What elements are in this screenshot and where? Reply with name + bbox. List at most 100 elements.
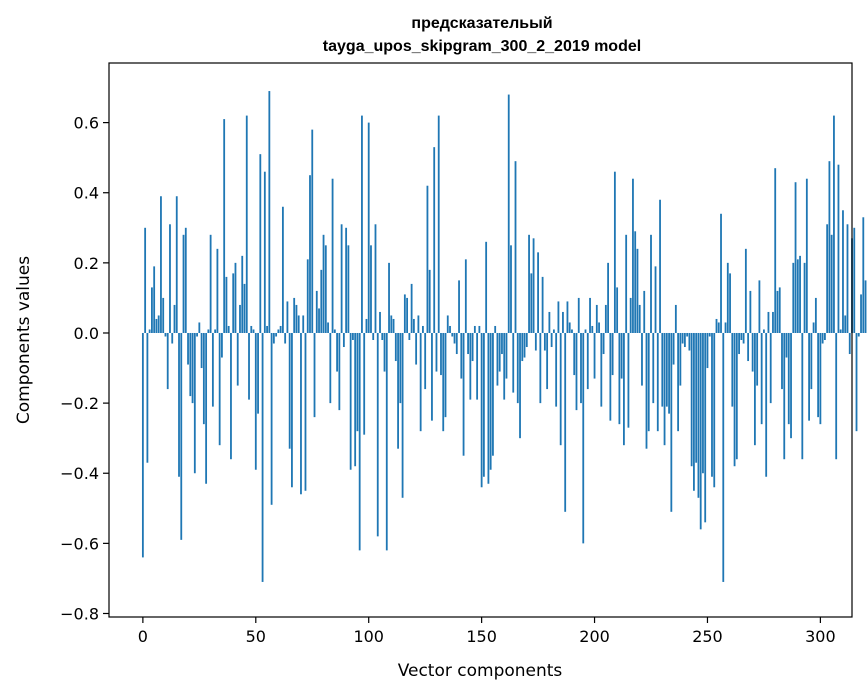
x-tick-label: 300 bbox=[805, 627, 836, 646]
bar bbox=[790, 332, 792, 439]
bar bbox=[440, 332, 442, 376]
bar bbox=[842, 210, 844, 333]
bar bbox=[189, 332, 192, 397]
bar bbox=[471, 332, 474, 362]
bar bbox=[227, 325, 230, 333]
bar bbox=[525, 332, 528, 348]
bar bbox=[620, 332, 623, 379]
bar bbox=[178, 332, 180, 477]
bar bbox=[245, 115, 248, 333]
bar bbox=[345, 227, 348, 333]
bar bbox=[602, 332, 605, 355]
bar bbox=[833, 115, 835, 333]
bar bbox=[146, 332, 149, 463]
bar bbox=[681, 332, 684, 344]
bar bbox=[668, 332, 670, 414]
bar bbox=[647, 332, 650, 432]
bar bbox=[437, 115, 440, 333]
plot-frame bbox=[108, 62, 853, 618]
bar bbox=[340, 224, 343, 333]
bar bbox=[593, 332, 596, 379]
bar bbox=[473, 325, 476, 333]
bar bbox=[175, 196, 178, 333]
bar bbox=[699, 332, 702, 530]
bar bbox=[848, 332, 851, 355]
bar bbox=[580, 332, 582, 404]
bar bbox=[482, 332, 485, 477]
bar bbox=[591, 325, 594, 333]
bar bbox=[688, 332, 691, 351]
x-tick-label: 100 bbox=[353, 627, 384, 646]
y-tick-label: 0.0 bbox=[74, 324, 99, 343]
bar bbox=[501, 332, 503, 355]
bar bbox=[625, 234, 628, 333]
bar bbox=[670, 332, 673, 512]
bar bbox=[584, 329, 587, 333]
bar bbox=[169, 224, 171, 333]
bar bbox=[753, 332, 756, 446]
bar bbox=[385, 332, 388, 551]
bar bbox=[193, 332, 196, 474]
bar bbox=[275, 332, 278, 337]
bar bbox=[528, 234, 530, 333]
bar bbox=[555, 332, 558, 407]
bar bbox=[223, 119, 226, 333]
bar bbox=[629, 297, 632, 333]
bar bbox=[415, 332, 418, 365]
bar bbox=[191, 332, 194, 404]
bar bbox=[234, 262, 237, 333]
bar bbox=[742, 332, 745, 344]
bar bbox=[236, 332, 239, 386]
bar bbox=[735, 332, 738, 460]
bar bbox=[458, 280, 460, 333]
bar bbox=[202, 332, 205, 425]
bar bbox=[507, 94, 510, 333]
bar bbox=[336, 332, 338, 372]
bar bbox=[184, 227, 187, 333]
bar bbox=[469, 332, 472, 400]
bar bbox=[618, 332, 621, 425]
bar bbox=[182, 234, 185, 333]
bar bbox=[209, 234, 212, 333]
bar bbox=[363, 332, 366, 435]
bar bbox=[300, 332, 302, 495]
bar bbox=[453, 332, 456, 344]
bar bbox=[374, 224, 377, 333]
bar bbox=[376, 332, 379, 537]
bar bbox=[521, 332, 524, 362]
bar bbox=[464, 259, 467, 333]
bar bbox=[485, 241, 488, 333]
bar bbox=[187, 332, 189, 365]
bar bbox=[288, 332, 291, 449]
bar bbox=[571, 329, 573, 333]
bar bbox=[148, 329, 151, 333]
y-tick-label: 0.4 bbox=[74, 184, 99, 203]
bar bbox=[855, 332, 858, 432]
bar bbox=[342, 332, 345, 348]
bar bbox=[557, 301, 560, 333]
bar bbox=[503, 332, 506, 400]
bar bbox=[853, 227, 856, 333]
bar bbox=[349, 332, 352, 470]
y-tick-label: 0.2 bbox=[74, 254, 99, 273]
y-axis-label: Components values bbox=[14, 256, 34, 424]
bar bbox=[693, 332, 695, 491]
y-tick-label: −0.2 bbox=[60, 394, 99, 413]
bar bbox=[819, 332, 822, 425]
bar bbox=[837, 164, 840, 333]
bar bbox=[281, 206, 284, 333]
bar bbox=[814, 297, 817, 333]
bar bbox=[293, 297, 296, 333]
bar bbox=[460, 332, 463, 379]
bar bbox=[166, 332, 169, 390]
y-tick-label: 0.6 bbox=[74, 114, 99, 133]
bar bbox=[157, 315, 160, 333]
bar bbox=[595, 304, 598, 333]
bar bbox=[857, 332, 860, 337]
bar bbox=[708, 332, 711, 337]
bar bbox=[144, 227, 147, 333]
bar bbox=[230, 332, 232, 460]
bar bbox=[313, 332, 316, 418]
bar bbox=[769, 332, 772, 404]
bar bbox=[327, 322, 329, 333]
